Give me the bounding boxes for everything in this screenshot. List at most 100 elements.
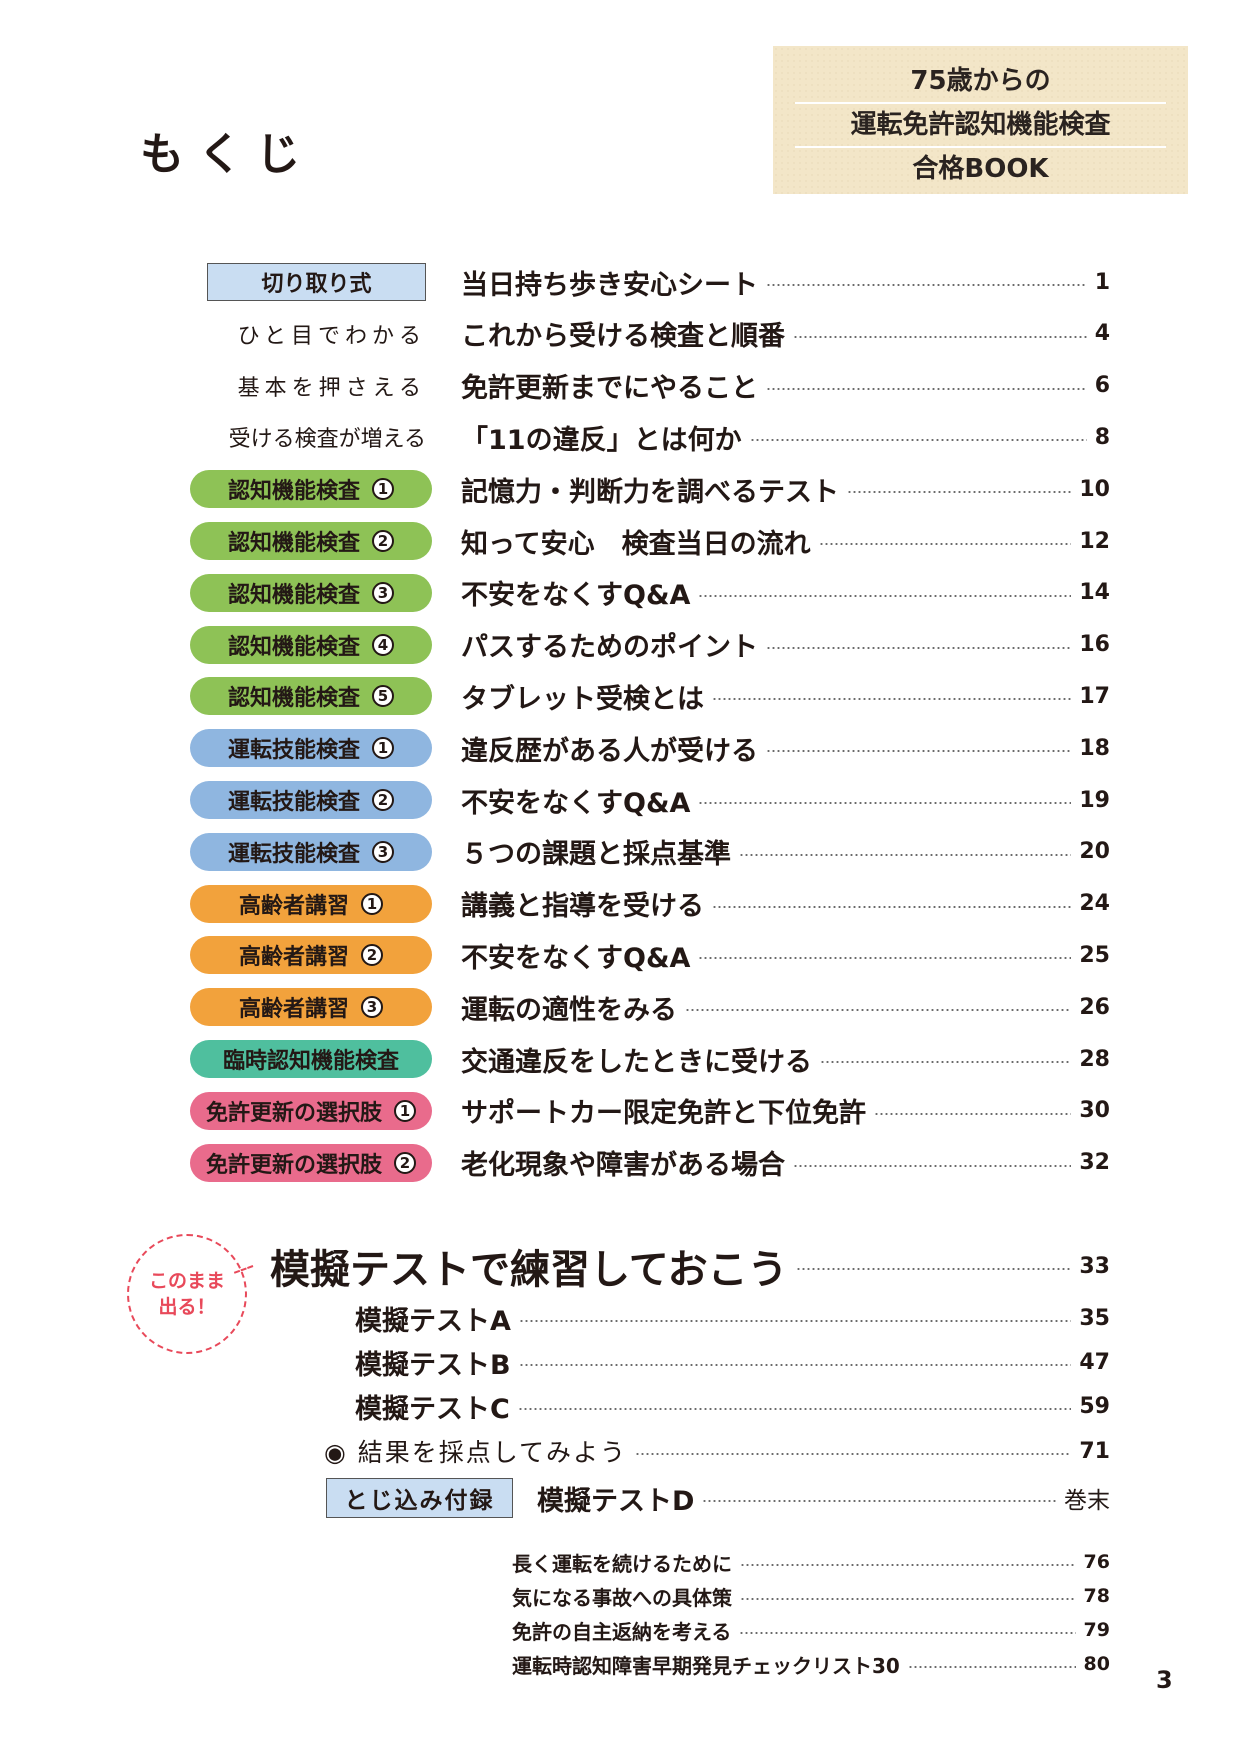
mock-test-entry[interactable]: 模擬テストB 47	[355, 1338, 1110, 1386]
toc-row[interactable]: ひと目でわかる これから受ける検査と順番 4	[0, 306, 1240, 358]
dot-leader	[518, 1320, 1072, 1322]
toc-row[interactable]: 運転技能検査 3 ５つの課題と採点基準 20	[0, 824, 1240, 876]
toc-entry: サポートカー限定免許と下位免許 30	[461, 1091, 1110, 1131]
section-badge: 認知機能検査 2	[190, 522, 432, 560]
toc-row[interactable]: 認知機能検査 1 記憶力・判断力を調べるテスト 10	[0, 461, 1240, 513]
toc-row[interactable]: 認知機能検査 5 タブレット受検とは 17	[0, 668, 1240, 720]
dot-leader	[766, 387, 1087, 390]
toc-row[interactable]: 基本を押さえる 免許更新までにやること 6	[0, 358, 1240, 410]
entry-title: タブレット受検とは	[461, 683, 704, 715]
entry-title: 講義と指導を受ける	[461, 891, 704, 923]
entry-title: 交通違反をしたときに受ける	[461, 1046, 812, 1078]
page-number: 10	[1079, 476, 1110, 502]
toc-entry: 当日持ち歩き安心シート 1	[461, 262, 1110, 302]
mock-test-entry[interactable]: 模擬テストC 59	[355, 1382, 1110, 1430]
section-badge-label: 認知機能検査	[227, 531, 360, 556]
section-badge: 認知機能検査 1	[190, 470, 432, 509]
entry-title: 模擬テストB	[355, 1349, 511, 1381]
toc-row[interactable]: 切り取り式 当日持ち歩き安心シート 1	[0, 254, 1240, 306]
section-badge: 運転技能検査 2	[190, 781, 432, 819]
book-title-box: 75歳からの 運転免許認知機能検査 合格BOOK	[773, 46, 1188, 194]
toc-row[interactable]: 受ける検査が増える 「11の違反」とは何か 8	[0, 409, 1240, 461]
toc-row[interactable]: 免許更新の選択肢 2 老化現象や障害がある場合 32	[0, 1135, 1240, 1187]
section-badge: 認知機能検査 3	[190, 573, 432, 612]
page-number: 14	[1079, 580, 1110, 606]
page-number: 18	[1079, 735, 1110, 761]
section-badge: 認知機能検査 5	[190, 677, 432, 716]
entry-title: 老化現象や障害がある場合	[461, 1150, 785, 1182]
page-number: 24	[1079, 891, 1110, 917]
toc-row[interactable]: 認知機能検査 2 知って安心 検査当日の流れ 12	[0, 513, 1240, 565]
dot-leader	[847, 491, 1072, 494]
toc-entry: 違反歴がある人が受ける 18	[461, 728, 1110, 768]
mock-test-main-entry[interactable]: 模擬テストで練習しておこう 33	[270, 1242, 1110, 1293]
entry-title: 模擬テストで練習しておこう	[270, 1247, 788, 1293]
result-entry[interactable]: ◉ 結果を採点してみよう 71	[324, 1427, 1110, 1475]
toc-entry: 免許更新までにやること 6	[461, 366, 1110, 406]
toc-row[interactable]: 高齢者講習 3 運転の適性をみる 26	[0, 979, 1240, 1031]
entry-title: サポートカー限定免許と下位免許	[461, 1098, 866, 1130]
toc-row[interactable]: 高齢者講習 1 講義と指導を受ける 24	[0, 876, 1240, 928]
book-title-line: 75歳からの	[795, 60, 1166, 104]
toc-row[interactable]: 認知機能検査 3 不安をなくすQ&A 14	[0, 565, 1240, 617]
toc-row[interactable]: 高齢者講習 2 不安をなくすQ&A 25	[0, 927, 1240, 979]
page-number: 17	[1079, 683, 1110, 709]
page-number: 80	[1083, 1653, 1110, 1675]
section-badge-label: 免許更新の選択肢	[205, 1100, 382, 1126]
extra-entry[interactable]: 運転時認知障害早期発見チェックリスト30 80	[512, 1647, 1110, 1681]
dot-leader	[740, 1598, 1076, 1600]
toc-row[interactable]: 運転技能検査 1 違反歴がある人が受ける 18	[0, 720, 1240, 772]
toc-entry: 不安をなくすQ&A 25	[461, 935, 1110, 975]
page-folio: 3	[1156, 1666, 1173, 1694]
page-number: 33	[1079, 1253, 1110, 1279]
page-number: 1	[1094, 269, 1110, 295]
circled-number: 2	[361, 944, 383, 967]
dot-leader	[635, 1453, 1072, 1455]
circled-number: 5	[372, 685, 394, 708]
book-title-line: 運転免許認知機能検査	[795, 104, 1166, 148]
section-badge: 運転技能検査 1	[190, 729, 432, 768]
toc-row[interactable]: 免許更新の選択肢 1 サポートカー限定免許と下位免許 30	[0, 1083, 1240, 1135]
entry-title: 模擬テストD	[537, 1485, 695, 1517]
circled-number: 1	[372, 478, 394, 501]
page-number: 78	[1083, 1585, 1110, 1607]
toc-entry: 老化現象や障害がある場合 32	[461, 1143, 1110, 1183]
dot-leader	[698, 957, 1072, 960]
page-number: 79	[1083, 1619, 1110, 1641]
toc-row[interactable]: 運転技能検査 2 不安をなくすQ&A 19	[0, 772, 1240, 824]
section-badge-label: 高齢者講習	[238, 945, 349, 971]
appendix-entry[interactable]: 模擬テストD 巻末	[537, 1474, 1110, 1522]
section-badge-label: 基本を押さえる	[237, 375, 426, 401]
toc-entry: 知って安心 検査当日の流れ 12	[461, 521, 1110, 561]
section-badge-label: 受ける検査が増える	[228, 427, 426, 453]
mock-test-entry[interactable]: 模擬テストA 35	[355, 1294, 1110, 1342]
extra-entry[interactable]: 気になる事故への具体策 78	[512, 1579, 1110, 1613]
page-number: 32	[1079, 1150, 1110, 1176]
entry-title: 知って安心 検査当日の流れ	[461, 528, 811, 560]
dot-leader	[518, 1364, 1072, 1366]
toc-entry: 不安をなくすQ&A 19	[461, 780, 1110, 820]
circled-number: 2	[372, 530, 394, 552]
dot-leader	[766, 284, 1087, 286]
entry-title: これから受ける検査と順番	[461, 321, 785, 353]
toc-row[interactable]: 臨時認知機能検査 交通違反をしたときに受ける 28	[0, 1031, 1240, 1083]
section-badge-label: 高齢者講習	[238, 997, 349, 1023]
page-number: 28	[1079, 1046, 1110, 1072]
entry-title: 気になる事故への具体策	[512, 1585, 732, 1610]
circled-number: 3	[372, 581, 394, 604]
section-badge: 認知機能検査 4	[190, 625, 432, 664]
circled-number: 3	[372, 840, 394, 863]
dot-leader	[820, 1061, 1072, 1063]
dot-leader	[712, 698, 1072, 701]
toc-row[interactable]: 認知機能検査 4 パスするためのポイント 16	[0, 617, 1240, 669]
section-badge: ひと目でわかる	[190, 315, 426, 353]
extra-entry[interactable]: 免許の自主返納を考える 79	[512, 1613, 1110, 1647]
toc-entry: 不安をなくすQ&A 14	[461, 573, 1110, 613]
dot-leader	[766, 646, 1072, 649]
section-badge-label: 認知機能検査	[227, 582, 360, 608]
entry-title: 模擬テストC	[355, 1393, 510, 1425]
extra-entry[interactable]: 長く運転を続けるために 76	[512, 1545, 1110, 1579]
entry-title: 模擬テストA	[355, 1305, 511, 1337]
section-badge: 切り取り式	[207, 263, 426, 301]
toc-entry: これから受ける検査と順番 4	[461, 314, 1110, 354]
